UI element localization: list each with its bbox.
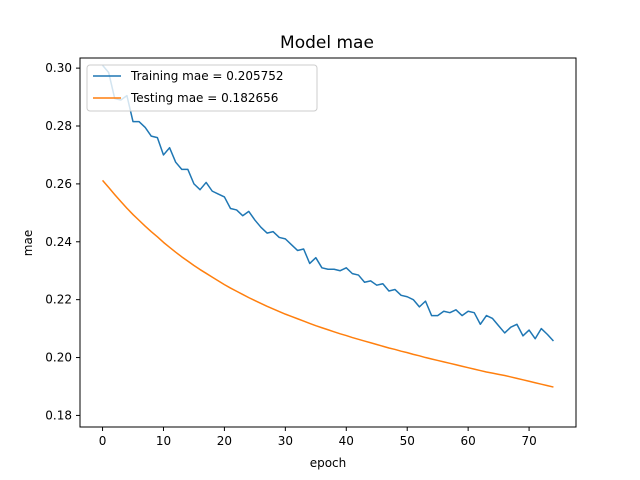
x-tick-label: 60 — [461, 434, 476, 448]
series-line-2 — [101, 179, 554, 388]
plot-frame — [79, 57, 577, 428]
chart-title: Model mae — [280, 33, 374, 53]
y-tick-label: 0.18 — [45, 408, 72, 422]
y-axis-label: mae — [21, 230, 35, 256]
y-tick-label: 0.20 — [45, 351, 72, 365]
y-axis: 0.18 0.20 0.22 0.24 0.26 0.28 0.30 — [45, 61, 80, 422]
x-tick-label: 20 — [217, 434, 232, 448]
x-tick-label: 30 — [278, 434, 293, 448]
y-tick-label: 0.30 — [45, 61, 72, 75]
series-line-1 — [101, 64, 555, 342]
x-tick-label: 50 — [400, 434, 415, 448]
x-axis-label: epoch — [310, 456, 347, 470]
x-tick-label: 0 — [99, 434, 107, 448]
x-tick-label: 70 — [521, 434, 536, 448]
x-axis: 0 10 20 30 40 50 60 70 — [99, 427, 537, 448]
legend-box — [86, 64, 318, 112]
y-tick-label: 0.24 — [45, 235, 72, 249]
y-tick-label: 0.26 — [45, 177, 72, 191]
x-tick-label: 40 — [339, 434, 354, 448]
y-tick-label: 0.22 — [45, 293, 72, 307]
y-tick-label: 0.28 — [45, 119, 72, 133]
series-layer — [101, 64, 555, 388]
legend-label-2: Testing mae = 0.182656 — [130, 91, 278, 105]
legend: Training mae = 0.205752 Testing mae = 0.1… — [86, 64, 318, 112]
x-tick-label: 10 — [156, 434, 171, 448]
legend-label-1: Training mae = 0.205752 — [130, 69, 284, 83]
